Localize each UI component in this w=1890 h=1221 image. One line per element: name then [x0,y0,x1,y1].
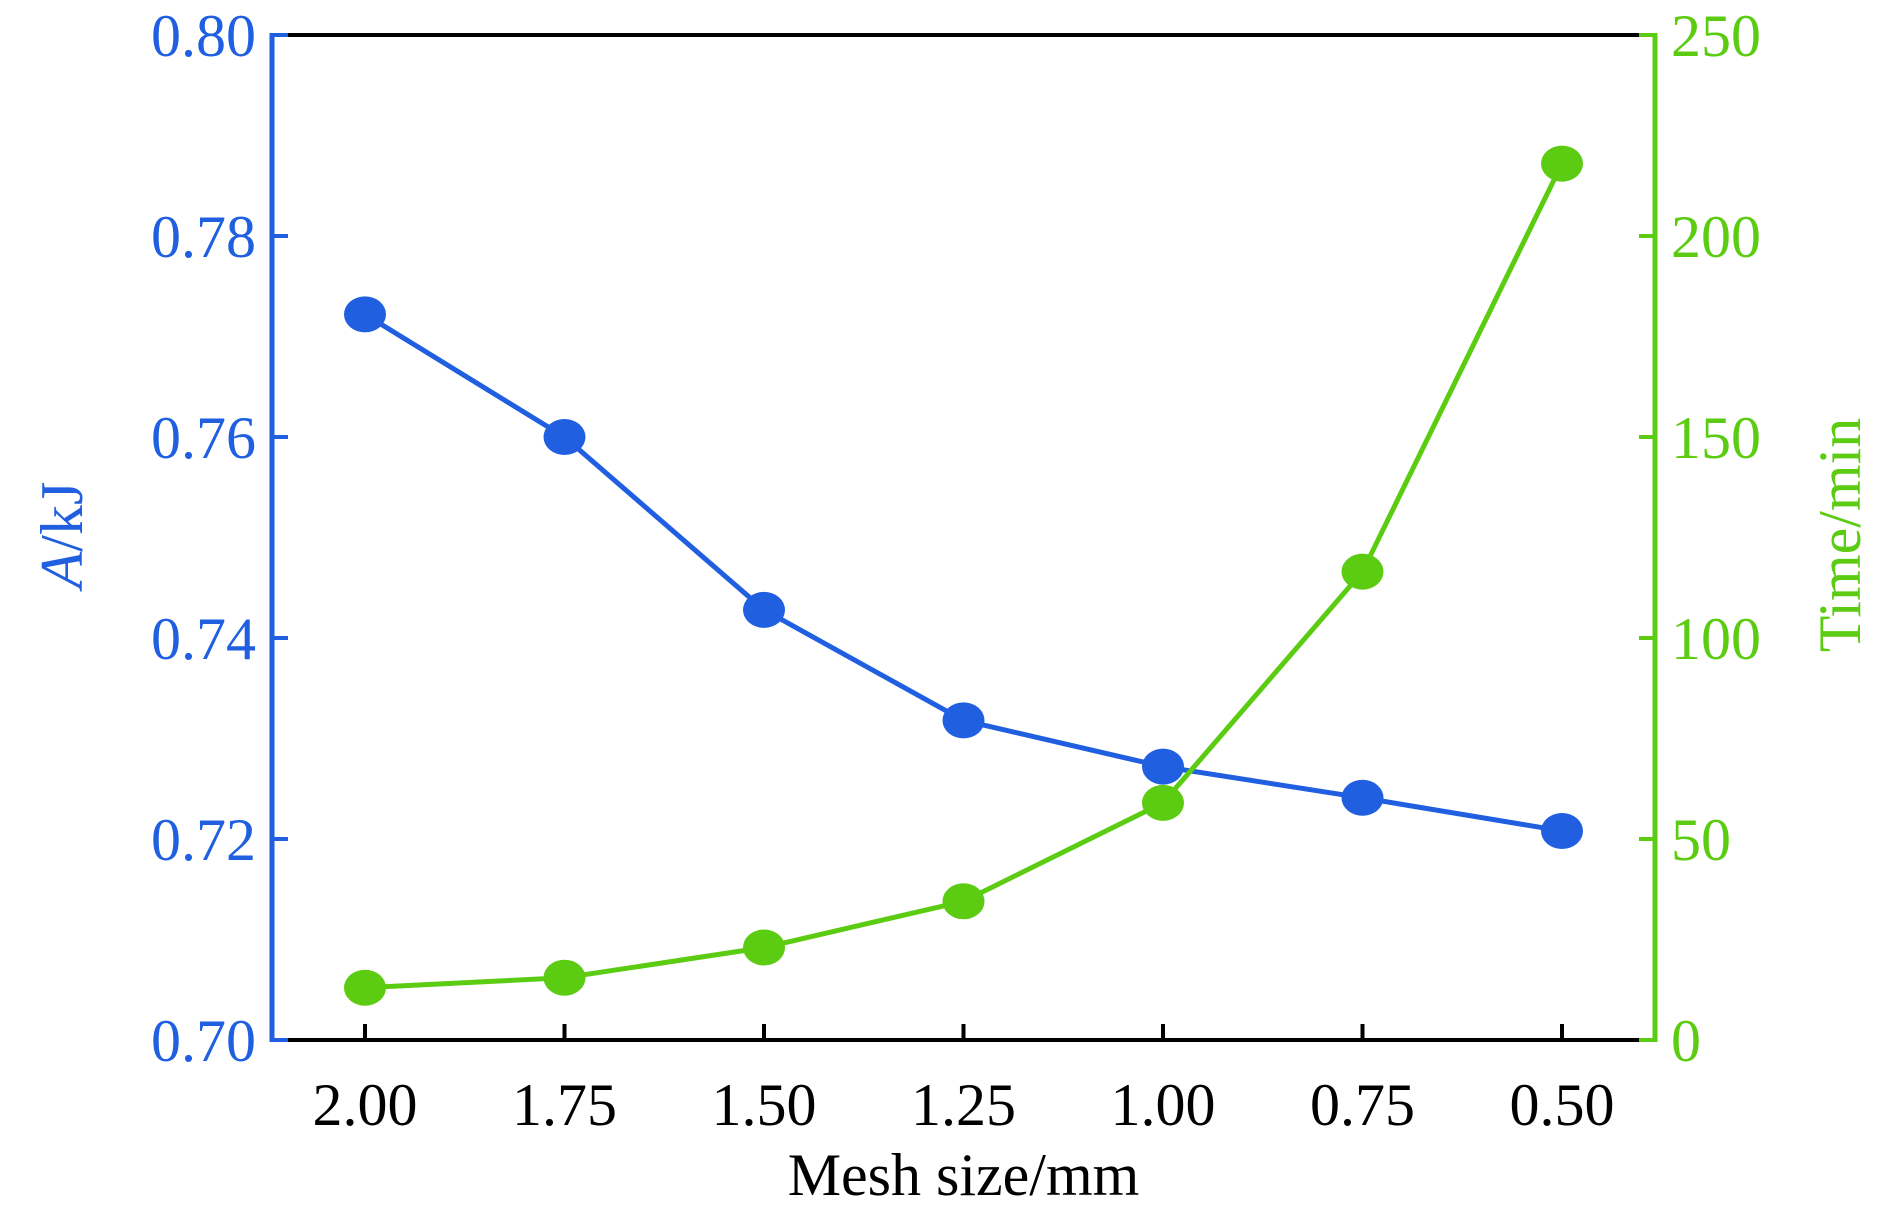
time-data-point [1341,553,1384,590]
right-tick-label: 0 [1671,1008,1701,1074]
left-y-axis-title: A/kJ [29,482,95,593]
x-tick-label: 2.00 [313,1072,418,1138]
x-tick-label: 1.00 [1111,1072,1216,1138]
x-axis-title: Mesh size/mm [788,1142,1140,1208]
left-tick-label: 0.70 [151,1008,256,1074]
left-y-axis-title-unit: /kJ [29,482,95,552]
energy-data-point [942,702,985,739]
data-series [344,145,1583,1006]
right-tick-label: 100 [1671,606,1761,672]
energy-data-point [1541,812,1583,849]
left-y-axis-title-symbol: A [29,551,95,592]
right-tick-label: 250 [1671,3,1761,69]
energy-data-point [1341,779,1384,816]
time-data-point [743,929,785,966]
time-data-point [543,959,586,996]
x-tick-label: 1.75 [512,1072,617,1138]
energy-data-point [1142,748,1184,785]
plot-frame [269,33,1658,1042]
time-data-point [344,969,386,1006]
right-tick-label: 200 [1671,204,1761,270]
left-tick-label: 0.80 [151,3,256,69]
time-data-point [942,883,985,920]
x-tick-label: 0.75 [1310,1072,1415,1138]
right-tick-label: 50 [1671,807,1731,873]
left-tick-label: 0.74 [151,606,256,672]
x-tick-label: 1.50 [712,1072,817,1138]
time-data-point [1541,145,1583,182]
left-tick-label: 0.76 [151,405,256,471]
x-tick-label: 0.50 [1510,1072,1615,1138]
left-tick-label: 0.72 [151,807,256,873]
left-tick-label: 0.78 [151,204,256,270]
right-tick-label: 150 [1671,405,1761,471]
energy-data-point [344,296,386,333]
energy-data-point [743,591,785,628]
x-tick-label: 1.25 [911,1072,1016,1138]
right-y-axis-title: Time/min [1807,418,1873,653]
energy-data-point [543,419,586,455]
time-data-point [1142,784,1184,821]
axis-ticks: 0.70 0.72 0.74 0.76 0.78 0.80 0 50 100 150 200 250 2… [151,3,1761,1138]
